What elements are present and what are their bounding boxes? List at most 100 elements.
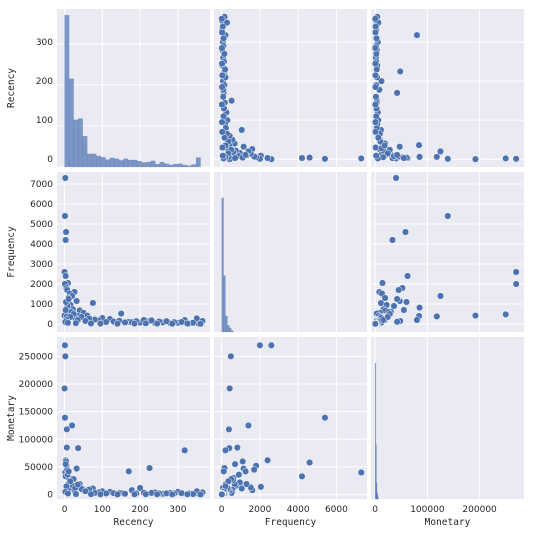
point-78 (371, 60, 379, 68)
point-48 (372, 34, 381, 42)
point-48 (220, 34, 228, 42)
point-72 (72, 490, 80, 498)
point-79 (218, 44, 226, 52)
point-74 (96, 490, 104, 498)
x-tick-label-recency: 100 (94, 505, 111, 515)
point-28 (146, 464, 154, 472)
y-tick-label-recency: 200 (36, 77, 53, 87)
panel-recency-vs-monetary (371, 9, 524, 167)
point-75 (113, 490, 121, 498)
point-27 (181, 446, 189, 454)
point-77 (142, 490, 150, 498)
point-25 (74, 444, 82, 452)
point-78 (153, 490, 161, 498)
point-13 (381, 294, 389, 302)
point-0 (357, 468, 365, 477)
point-23 (61, 352, 69, 360)
point-80 (371, 28, 380, 36)
point-71 (219, 152, 227, 160)
point-4 (512, 268, 520, 276)
point-79 (168, 490, 176, 498)
point-1 (321, 155, 329, 163)
point-74 (371, 118, 379, 126)
hist-bar-recency-18 (145, 161, 151, 168)
hist-bar-recency-10 (109, 157, 115, 168)
panel-background (371, 337, 524, 499)
y-tick-label-monetary: 150000 (19, 408, 54, 418)
panel-monetary-vs-frequency (214, 337, 367, 499)
point-17 (416, 304, 424, 312)
point-78 (153, 320, 161, 328)
point-3 (388, 236, 396, 244)
hist-bar-recency-2 (73, 119, 79, 168)
point-59 (231, 154, 239, 162)
point-58 (393, 151, 401, 159)
point-14 (240, 143, 248, 151)
hist-bar-recency-8 (100, 156, 106, 168)
point-59 (62, 306, 70, 314)
point-2 (62, 228, 70, 236)
point-75 (218, 101, 226, 109)
y-axis-label-recency: Recency (6, 68, 17, 108)
point-56 (390, 302, 398, 310)
y-tick-label-frequency: 6000 (30, 200, 53, 210)
x-tick-label-frequency: 6000 (325, 505, 348, 515)
x-tick-label-frequency: 4000 (287, 505, 310, 515)
point-26 (433, 153, 441, 161)
point-81 (371, 15, 379, 23)
point-23 (502, 310, 510, 318)
point-24 (226, 384, 234, 392)
point-5 (404, 272, 412, 280)
x-tick-label-monetary: 200000 (462, 505, 497, 515)
point-26 (225, 425, 233, 433)
panel-background (214, 9, 367, 167)
hist-bar-recency-1 (68, 78, 74, 168)
y-tick-label-frequency: 0 (47, 320, 53, 330)
hist-bar-recency-11 (114, 158, 120, 168)
x-tick-label-frequency: 0 (219, 505, 225, 515)
point-29 (220, 467, 228, 475)
point-26 (63, 425, 71, 433)
point-62 (66, 477, 74, 485)
point-1 (321, 414, 329, 422)
point-65 (121, 490, 129, 498)
point-57 (239, 457, 247, 465)
hist-bar-recency-15 (132, 159, 138, 168)
x-axis-label-frequency: Frequency (265, 517, 317, 528)
point-76 (130, 319, 138, 328)
point-0 (357, 154, 365, 162)
hist-bar-recency-5 (86, 153, 93, 168)
x-axis-label-recency: Recency (113, 517, 153, 528)
x-tick-label-recency: 0 (62, 505, 68, 515)
hist-bar-recency-24 (173, 163, 179, 168)
point-68 (372, 50, 380, 58)
point-79 (168, 320, 176, 328)
point-7 (61, 341, 69, 349)
hist-bar-recency-7 (96, 155, 102, 168)
point-28 (396, 67, 404, 75)
point-17 (416, 153, 424, 161)
hist-bar-recency-25 (177, 163, 183, 168)
hist-bar-recency-29 (195, 157, 201, 168)
point-2 (306, 154, 314, 162)
point-12 (244, 421, 252, 430)
point-22 (117, 310, 125, 318)
hist-bar-recency-17 (141, 162, 147, 168)
hist-bar-recency-27 (186, 165, 192, 168)
point-58 (393, 295, 401, 303)
point-61 (381, 141, 389, 150)
y-axis-label-frequency: Frequency (6, 226, 17, 278)
panel-frequency-vs-monetary (371, 172, 524, 332)
point-9 (395, 286, 403, 294)
hist-bar-recency-13 (123, 158, 129, 168)
hist-bar-recency-21 (159, 161, 165, 168)
point-50 (221, 65, 229, 74)
point-81 (197, 490, 205, 498)
point-74 (96, 320, 104, 328)
y-tick-label-monetary: 100000 (19, 435, 54, 445)
hist-bar-monetary-1 (375, 444, 377, 500)
panel-background (214, 172, 367, 332)
point-76 (130, 490, 138, 498)
panel-recency-vs-frequency (214, 9, 367, 167)
point-81 (218, 15, 226, 23)
